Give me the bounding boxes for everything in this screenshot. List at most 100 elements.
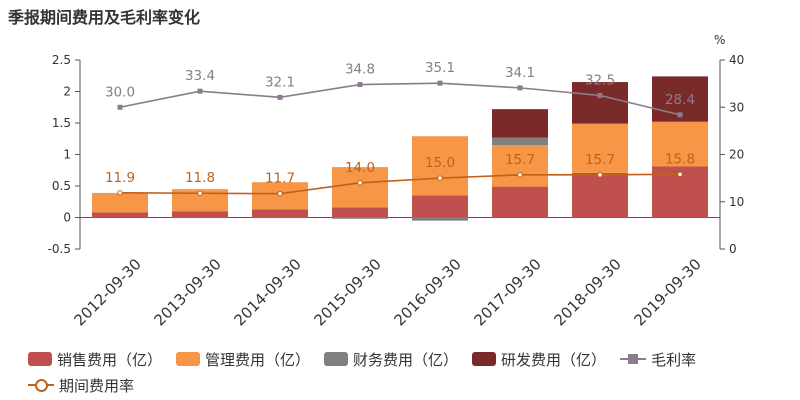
bar-segment (172, 189, 228, 212)
legend-key (324, 352, 349, 366)
data-label: 15.7 (585, 152, 615, 168)
bar-segment (412, 195, 468, 218)
data-label: 35.1 (425, 60, 455, 76)
x-tick-label: 2018-09-30 (550, 255, 624, 329)
right-tick-label: 30 (729, 100, 744, 114)
bar-segment (332, 217, 388, 219)
bar-segment (492, 145, 548, 187)
data-label: 11.7 (265, 171, 295, 187)
legend-label: 销售费用（亿） (57, 350, 163, 369)
left-tick-label: 0 (63, 211, 71, 225)
bar-segment (252, 209, 308, 218)
legend-label: 毛利率 (651, 350, 697, 369)
legend-key (620, 352, 647, 366)
x-tick-label: 2013-09-30 (150, 255, 224, 329)
bar-segment (172, 211, 228, 218)
bar-segment (572, 123, 628, 173)
line-marker (117, 190, 123, 196)
bars (92, 76, 708, 221)
legend-item[interactable]: 销售费用（亿） (28, 349, 162, 370)
combo-chart: -0.5 0 0.5 1 1.5 2 2.5 0 10 20 30 40% 2012-09-30 2013… (48, 33, 745, 329)
series-line (119, 173, 681, 195)
data-label: 15.7 (505, 152, 535, 168)
legend-label: 研发费用（亿） (501, 350, 607, 369)
right-axis-unit: % (714, 33, 725, 47)
series-line (119, 82, 681, 116)
legend-row: 期间费用率 (28, 372, 798, 398)
left-tick-label: 1.5 (52, 116, 71, 130)
line-marker (437, 175, 443, 181)
bar-segment (92, 192, 148, 213)
right-tick-label: 0 (729, 242, 737, 256)
legend-key (28, 378, 54, 392)
x-tick-label: 2017-09-30 (470, 255, 544, 329)
bar-segment (572, 82, 628, 124)
bar-segment (652, 121, 708, 167)
line-marker (357, 180, 363, 186)
data-label: 30.0 (105, 84, 135, 100)
line-marker (277, 94, 283, 100)
data-label: 15.0 (425, 155, 455, 171)
legend-row: 销售费用（亿） 管理费用（亿） 财务费用（亿） 研发费用（亿） 毛利率 (28, 346, 798, 372)
line-marker (437, 80, 443, 86)
x-tick-label: 2015-09-30 (310, 255, 384, 329)
bar-segment (252, 217, 308, 219)
left-tick-label: 0.5 (52, 179, 71, 193)
line-marker (197, 88, 203, 94)
data-label: 32.5 (585, 72, 615, 88)
line-marker (117, 104, 123, 110)
legend-label: 财务费用（亿） (353, 350, 459, 369)
x-tick-label: 2019-09-30 (630, 255, 704, 329)
right-tick-label: 10 (729, 195, 744, 209)
line-marker (517, 85, 523, 91)
legend-item[interactable]: 研发费用（亿） (472, 349, 606, 370)
x-tick-label: 2012-09-30 (70, 255, 144, 329)
legend-item[interactable]: 毛利率 (620, 349, 696, 370)
legend: 销售费用（亿） 管理费用（亿） 财务费用（亿） 研发费用（亿） 毛利率 期间费用率 (28, 346, 798, 398)
x-tick-label: 2016-09-30 (390, 255, 464, 329)
left-tick-label: 1 (63, 148, 71, 162)
bar-segment (492, 109, 548, 138)
line-marker (277, 191, 283, 197)
data-label: 28.4 (665, 92, 695, 108)
data-label: 14.0 (345, 160, 375, 176)
right-tick-label: 40 (729, 53, 744, 67)
right-tick-label: 20 (729, 148, 744, 162)
data-label: 32.1 (265, 74, 295, 90)
data-label: 11.8 (185, 170, 215, 186)
data-label: 34.8 (345, 62, 375, 78)
legend-key (472, 352, 497, 366)
data-label: 33.4 (185, 68, 215, 84)
left-tick-label: 2 (63, 85, 71, 99)
chart-title: 季报期间费用及毛利率变化 (8, 8, 201, 27)
lines: 30.0 33.4 32.1 34.8 35.1 34.1 32.5 28.4 11.9 11.8… (105, 60, 695, 197)
line-marker (517, 172, 523, 178)
bar-segment (332, 167, 388, 208)
bar-segment (92, 212, 148, 218)
bar-segment (412, 136, 468, 196)
line-marker (197, 190, 203, 196)
bar-segment (492, 186, 548, 218)
legend-item[interactable]: 期间费用率 (28, 375, 134, 396)
line-marker (677, 171, 683, 178)
legend-item[interactable]: 财务费用（亿） (324, 349, 458, 370)
data-label: 11.9 (105, 170, 135, 186)
data-label: 15.8 (665, 151, 695, 167)
line-marker (597, 92, 603, 98)
line-marker (597, 172, 603, 178)
left-tick-label: 2.5 (52, 53, 71, 67)
bar-segment (492, 137, 548, 146)
legend-label: 期间费用率 (59, 376, 135, 395)
legend-label: 管理费用（亿） (205, 350, 311, 369)
legend-key (176, 352, 201, 366)
line-marker (677, 112, 683, 118)
x-tick-label: 2014-09-30 (230, 255, 304, 329)
legend-key (28, 352, 52, 366)
left-tick-label: -0.5 (48, 242, 71, 256)
legend-item[interactable]: 管理费用（亿） (176, 349, 310, 370)
bar-segment (412, 217, 468, 221)
line-marker (357, 82, 363, 88)
data-label: 34.1 (505, 65, 535, 81)
bar-segment (172, 217, 228, 219)
bar-segment (572, 172, 628, 218)
